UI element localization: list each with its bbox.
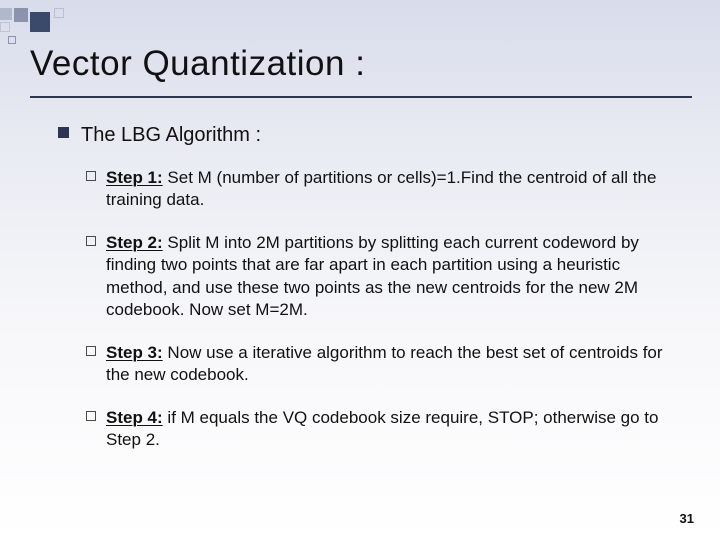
list-item: Step 2: Split M into 2M partitions by sp… xyxy=(86,232,670,322)
step-label: Step 4: xyxy=(106,408,163,427)
step-text: Step 4: if M equals the VQ codebook size… xyxy=(106,407,670,452)
hollow-square-bullet-icon xyxy=(86,236,96,246)
step-label: Step 1: xyxy=(106,168,163,187)
hollow-square-bullet-icon xyxy=(86,346,96,356)
section-label: The LBG Algorithm : xyxy=(81,122,261,149)
step-text: Step 3: Now use a iterative algorithm to… xyxy=(106,342,670,387)
corner-decoration xyxy=(0,8,120,44)
hollow-square-bullet-icon xyxy=(86,411,96,421)
section-row: The LBG Algorithm : xyxy=(58,122,670,149)
step-body: Now use a iterative algorithm to reach t… xyxy=(106,343,663,384)
page-number: 31 xyxy=(680,511,694,526)
list-item: Step 4: if M equals the VQ codebook size… xyxy=(86,407,670,452)
list-item: Step 1: Set M (number of partitions or c… xyxy=(86,167,670,212)
slide-title: Vector Quantization : xyxy=(30,44,692,84)
step-body: if M equals the VQ codebook size require… xyxy=(106,408,658,449)
step-text: Step 1: Set M (number of partitions or c… xyxy=(106,167,670,212)
step-label: Step 2: xyxy=(106,233,163,252)
step-body: Split M into 2M partitions by splitting … xyxy=(106,233,639,319)
steps-list: Step 1: Set M (number of partitions or c… xyxy=(58,167,670,451)
step-body: Set M (number of partitions or cells)=1.… xyxy=(106,168,656,209)
step-text: Step 2: Split M into 2M partitions by sp… xyxy=(106,232,670,322)
step-label: Step 3: xyxy=(106,343,163,362)
content-area: The LBG Algorithm : Step 1: Set M (numbe… xyxy=(0,98,720,451)
hollow-square-bullet-icon xyxy=(86,171,96,181)
square-bullet-icon xyxy=(58,127,69,138)
list-item: Step 3: Now use a iterative algorithm to… xyxy=(86,342,670,387)
